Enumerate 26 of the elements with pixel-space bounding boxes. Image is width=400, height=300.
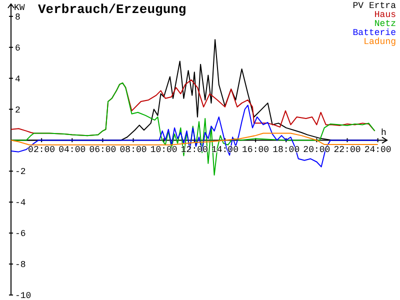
x-axis-title: h <box>381 128 386 138</box>
y-tick-label: -8 <box>15 260 26 270</box>
x-tick-label: 04:00 <box>58 145 86 156</box>
x-tick-label: 22:00 <box>334 145 361 156</box>
text: Haus <box>374 10 396 20</box>
y-tick-label: 8 <box>15 12 20 22</box>
text: Netz <box>374 19 396 29</box>
x-tick-label: 24:00 <box>364 145 392 156</box>
y-tick-label: -4 <box>15 198 26 208</box>
chart-title: Verbrauch/Erzeugung <box>38 2 186 17</box>
y-tick-label: 6 <box>15 43 20 54</box>
y-axis-title: KW <box>14 3 26 13</box>
x-tick-label: 08:00 <box>120 145 147 156</box>
y-tick-label: -6 <box>15 229 26 240</box>
y-tick-label: 4 <box>15 74 20 84</box>
x-tick-label: 02:00 <box>28 145 56 156</box>
y-tick-label: -10 <box>15 291 32 300</box>
x-tick-label: 06:00 <box>89 145 116 156</box>
line-series <box>10 132 378 146</box>
y-tick-label: -2 <box>15 167 26 178</box>
y-tick-label: 2 <box>15 105 20 116</box>
x-tick-label: 10:00 <box>150 145 178 156</box>
text: Ladung <box>364 37 396 47</box>
x-tick-label: 16:00 <box>242 145 270 156</box>
text: PV Ertra <box>352 1 397 11</box>
text: Batterie <box>352 28 396 38</box>
